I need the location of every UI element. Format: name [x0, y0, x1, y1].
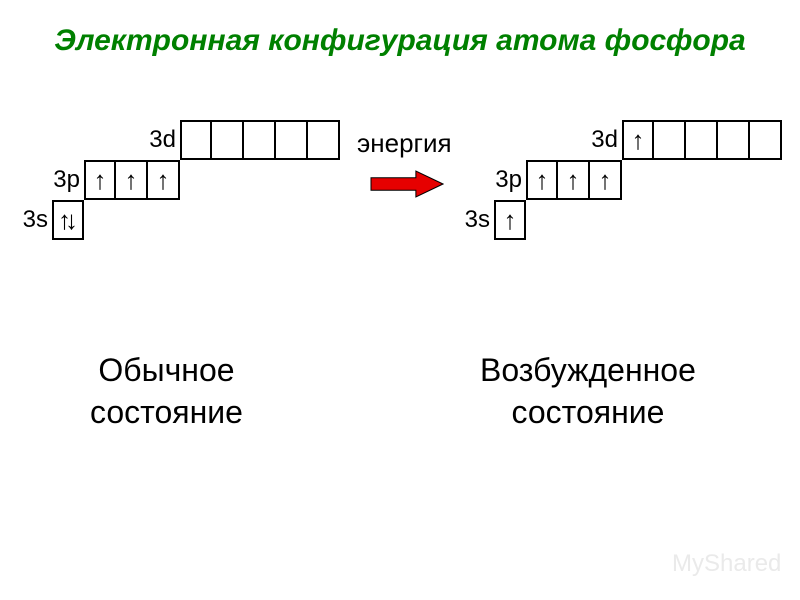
orbital-boxes: ↑	[622, 120, 782, 160]
orbital-boxes	[180, 120, 340, 160]
orbital-label: 3d	[146, 126, 180, 154]
orbital-box: ↑	[84, 160, 116, 200]
orbital-row-3p: 3p ↑ ↑ ↑	[50, 160, 180, 200]
electron-up-icon: ↑	[504, 207, 517, 233]
orbital-label: 3s	[18, 206, 52, 234]
electron-down-icon: ↓	[65, 207, 78, 233]
orbital-box: ↑	[148, 160, 180, 200]
orbital-label: 3d	[588, 126, 622, 154]
orbital-box: ↑	[590, 160, 622, 200]
orbital-label: 3s	[460, 206, 494, 234]
orbital-box: ↑	[526, 160, 558, 200]
electron-up-icon: ↑	[599, 167, 612, 193]
watermark: MyShared	[672, 550, 781, 578]
transition-arrow-icon	[370, 170, 444, 198]
orbital-row-3p: 3p ↑ ↑ ↑	[492, 160, 622, 200]
orbital-box	[654, 120, 686, 160]
orbital-row-3s: 3s↑↓	[18, 200, 84, 240]
orbital-box	[276, 120, 308, 160]
caption-line: состояние	[480, 392, 696, 434]
orbital-box	[686, 120, 718, 160]
caption-line: Возбужденное	[480, 350, 696, 392]
orbital-boxes: ↑↓	[52, 200, 84, 240]
orbital-row-3s: 3s ↑	[460, 200, 526, 240]
orbital-label: 3p	[492, 166, 526, 194]
orbital-row-3d: 3d ↑	[588, 120, 782, 160]
caption-ground-state: Обычное состояние	[90, 350, 243, 433]
caption-line: Обычное	[90, 350, 243, 392]
orbital-box	[244, 120, 276, 160]
orbital-box: ↑	[558, 160, 590, 200]
orbital-box	[308, 120, 340, 160]
orbital-boxes: ↑ ↑ ↑	[526, 160, 622, 200]
energy-label: энергия	[357, 128, 452, 159]
electron-up-icon: ↑	[632, 127, 645, 153]
orbital-box: ↑↓	[52, 200, 84, 240]
orbital-boxes: ↑ ↑ ↑	[84, 160, 180, 200]
orbital-box	[718, 120, 750, 160]
orbital-box: ↑	[622, 120, 654, 160]
electron-up-icon: ↑	[536, 167, 549, 193]
orbital-box: ↑	[116, 160, 148, 200]
electron-up-icon: ↑	[125, 167, 138, 193]
orbital-box: ↑	[494, 200, 526, 240]
orbital-label: 3p	[50, 166, 84, 194]
electron-up-icon: ↑	[157, 167, 170, 193]
electron-up-icon: ↑	[567, 167, 580, 193]
orbital-row-3d: 3d	[146, 120, 340, 160]
caption-excited-state: Возбужденное состояние	[480, 350, 696, 433]
orbital-boxes: ↑	[494, 200, 526, 240]
orbital-box	[750, 120, 782, 160]
page-title: Электронная конфигурация атома фосфора	[0, 24, 800, 58]
electron-up-icon: ↑	[94, 167, 107, 193]
orbital-box	[180, 120, 212, 160]
caption-line: состояние	[90, 392, 243, 434]
orbital-box	[212, 120, 244, 160]
